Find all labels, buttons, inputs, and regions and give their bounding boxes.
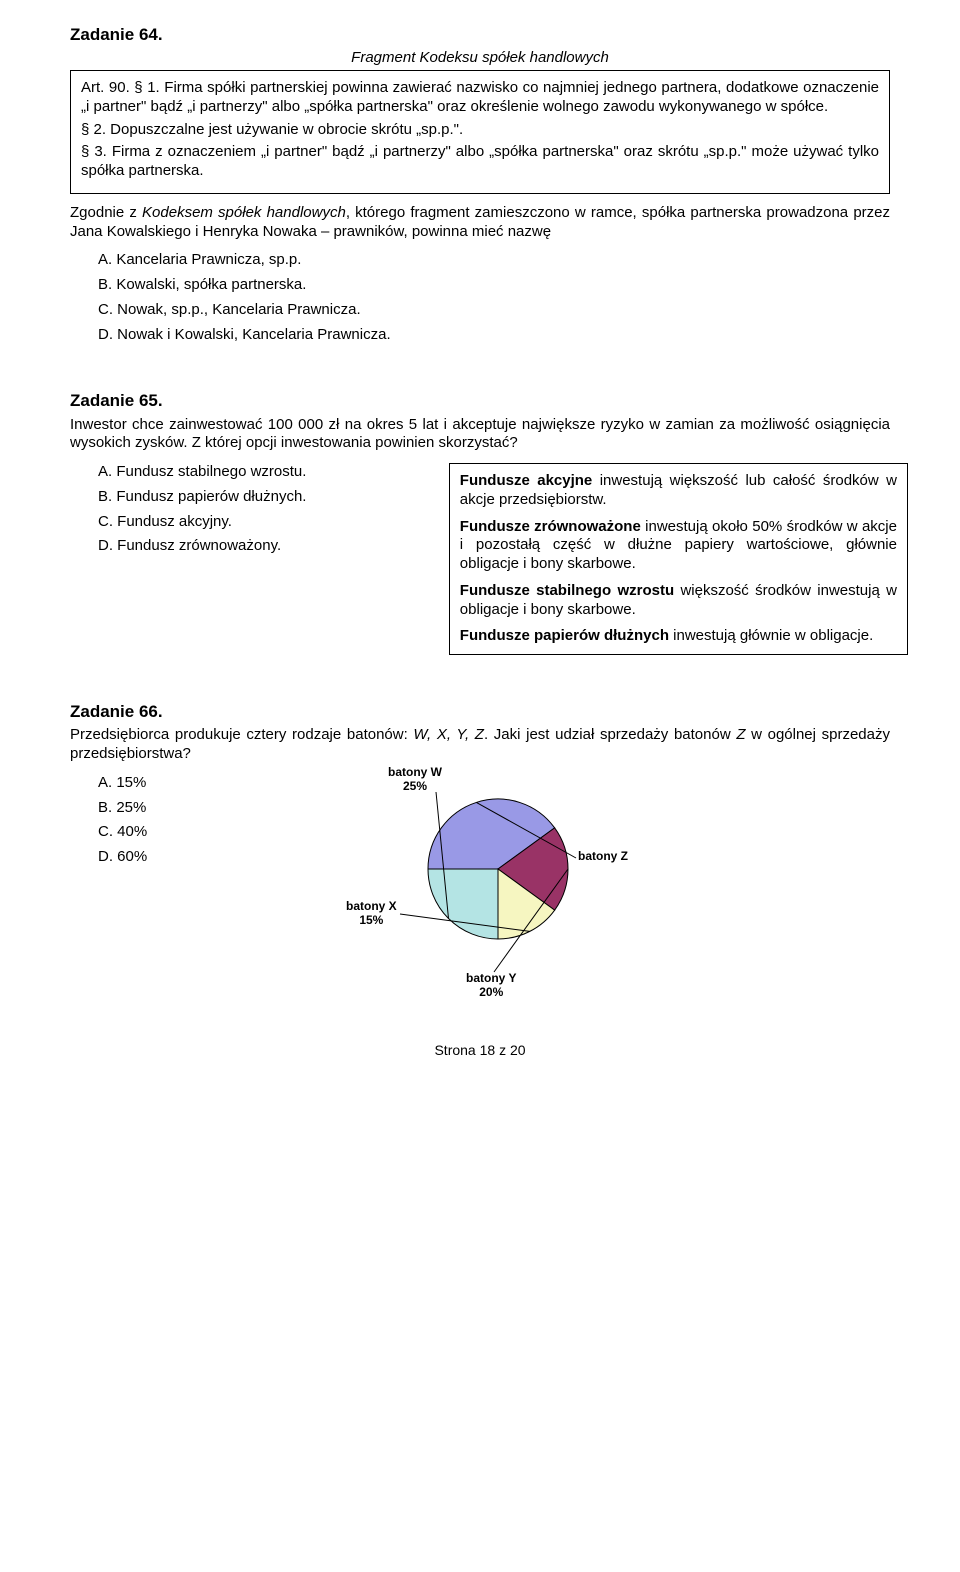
task-66-choice-d: D. 60% xyxy=(98,848,218,867)
task-65-infobox-b2: Fundusze zrównoważone xyxy=(460,518,641,535)
task-66-choice-c: C. 40% xyxy=(98,823,218,842)
task-64-choices: A. Kancelaria Prawnicza, sp.p. B. Kowals… xyxy=(98,251,890,344)
task-64-title: Zadanie 64. xyxy=(70,24,890,45)
pie-label: batony X15% xyxy=(346,900,397,928)
task-65-infobox-p4: Fundusze papierów dłużnych inwestują głó… xyxy=(460,627,897,646)
task-65-choices: A. Fundusz stabilnego wzrostu. B. Fundus… xyxy=(70,463,431,655)
task-64-choice-c: C. Nowak, sp.p., Kancelaria Prawnicza. xyxy=(98,301,890,320)
task-64-choice-d: D. Nowak i Kowalski, Kancelaria Prawnicz… xyxy=(98,326,890,345)
task-66-body-before: Przedsiębiorca produkuje cztery rodzaje … xyxy=(70,726,413,743)
task-64-body: Zgodnie z Kodeksem spółek handlowych, kt… xyxy=(70,204,890,242)
task-66-body: Przedsiębiorca produkuje cztery rodzaje … xyxy=(70,726,890,764)
task-64-body-before: Zgodnie z xyxy=(70,204,142,221)
task-66-title: Zadanie 66. xyxy=(70,701,890,722)
task-66-body-italic: W, X, Y, Z xyxy=(413,726,484,743)
task-65-infobox: Fundusze akcyjne inwestują większość lub… xyxy=(449,463,908,655)
task-65-infobox-p2: Fundusze zrównoważone inwestują około 50… xyxy=(460,518,897,574)
task-66-row: A. 15% B. 25% C. 40% D. 60% batony W25%b… xyxy=(70,774,890,1014)
task-66-choice-b: B. 25% xyxy=(98,799,218,818)
task-64-box-p1: Art. 90. § 1. Firma spółki partnerskiej … xyxy=(81,79,879,117)
task-66-choice-a: A. 15% xyxy=(98,774,218,793)
task-64-choice-b: B. Kowalski, spółka partnerska. xyxy=(98,276,890,295)
task-65-choice-d: D. Fundusz zrównoważony. xyxy=(98,537,431,556)
task-64-box-p2: § 2. Dopuszczalne jest używanie w obroci… xyxy=(81,121,879,140)
task-64-fragment-title: Fragment Kodeksu spółek handlowych xyxy=(70,49,890,68)
pie-label: batony Z xyxy=(578,850,628,864)
task-65-choice-a: A. Fundusz stabilnego wzrostu. xyxy=(98,463,431,482)
page-footer: Strona 18 z 20 xyxy=(70,1042,890,1060)
task-65-infobox-b4: Fundusze papierów dłużnych xyxy=(460,627,669,644)
pie-label: batony Y20% xyxy=(466,972,516,1000)
pie-slice xyxy=(428,869,498,939)
pie-chart-wrap: batony W25%batony Zbatony Y20%batony X15… xyxy=(238,774,890,1014)
task-66-body-after1: . Jaki jest udział sprzedaży batonów xyxy=(484,726,736,743)
task-65-infobox-t4: inwestują głównie w obligacje. xyxy=(669,627,873,644)
task-64-box-p3: § 3. Firma z oznaczeniem „i partner" bąd… xyxy=(81,143,879,181)
task-65-infobox-p3: Fundusze stabilnego wzrostu większość śr… xyxy=(460,582,897,620)
task-66-choices: A. 15% B. 25% C. 40% D. 60% xyxy=(98,774,218,873)
task-65-infobox-b1: Fundusze akcyjne xyxy=(460,472,592,489)
task-65-infobox-b3: Fundusze stabilnego wzrostu xyxy=(460,582,674,599)
task-65-title: Zadanie 65. xyxy=(70,390,890,411)
task-64-body-italic: Kodeksem spółek handlowych xyxy=(142,204,346,221)
task-65-choice-c: C. Fundusz akcyjny. xyxy=(98,513,431,532)
task-65-row: A. Fundusz stabilnego wzrostu. B. Fundus… xyxy=(70,463,890,655)
task-65-choice-b: B. Fundusz papierów dłużnych. xyxy=(98,488,431,507)
task-64-choice-a: A. Kancelaria Prawnicza, sp.p. xyxy=(98,251,890,270)
task-65-body: Inwestor chce zainwestować 100 000 zł na… xyxy=(70,416,890,454)
pie-label: batony W25% xyxy=(388,766,442,794)
task-64-box: Art. 90. § 1. Firma spółki partnerskiej … xyxy=(70,70,890,194)
task-65-infobox-p1: Fundusze akcyjne inwestują większość lub… xyxy=(460,472,897,510)
